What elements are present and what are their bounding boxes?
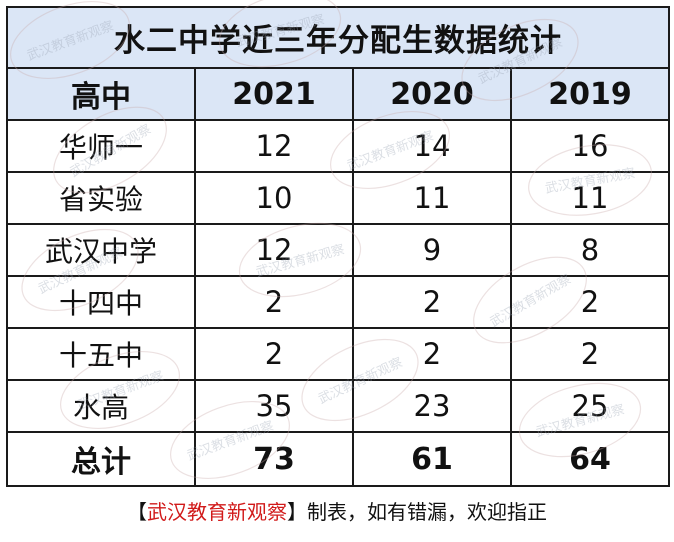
total-row: 总计 73 61 64 (6, 431, 670, 487)
stats-table: 水二中学近三年分配生数据统计 高中 2021 2020 2019 华师一 12 14… (6, 6, 670, 487)
value-cell: 12 (194, 119, 354, 173)
value-cell: 25 (510, 379, 670, 433)
table-row: 水高 35 23 25 (6, 379, 670, 433)
value-cell: 2 (352, 275, 512, 329)
school-name-cell: 武汉中学 (6, 223, 196, 277)
value-cell: 11 (510, 171, 670, 225)
title-row: 水二中学近三年分配生数据统计 (6, 6, 670, 69)
value-cell: 8 (510, 223, 670, 277)
value-cell: 10 (194, 171, 354, 225)
table-row: 十五中 2 2 2 (6, 327, 670, 381)
school-name-cell: 省实验 (6, 171, 196, 225)
table-title: 水二中学近三年分配生数据统计 (6, 6, 670, 69)
value-cell: 2 (510, 327, 670, 381)
total-value-cell: 61 (352, 431, 512, 487)
school-name-cell: 十五中 (6, 327, 196, 381)
footer-note-text: 制表，如有错漏，欢迎指正 (307, 500, 547, 524)
total-value-cell: 64 (510, 431, 670, 487)
total-value-cell: 73 (194, 431, 354, 487)
value-cell: 14 (352, 119, 512, 173)
header-row: 高中 2021 2020 2019 (6, 67, 670, 121)
table-body: 水二中学近三年分配生数据统计 高中 2021 2020 2019 华师一 12 14… (6, 6, 670, 487)
value-cell: 23 (352, 379, 512, 433)
value-cell: 11 (352, 171, 512, 225)
footer-note: 【武汉教育新观察】制表，如有错漏，欢迎指正 (0, 487, 674, 537)
value-cell: 2 (352, 327, 512, 381)
table-row: 华师一 12 14 16 (6, 119, 670, 173)
header-year-2021: 2021 (194, 67, 354, 121)
value-cell: 35 (194, 379, 354, 433)
table-row: 省实验 10 11 11 (6, 171, 670, 225)
value-cell: 2 (510, 275, 670, 329)
header-year-2020: 2020 (352, 67, 512, 121)
value-cell: 2 (194, 327, 354, 381)
value-cell: 9 (352, 223, 512, 277)
total-label: 总计 (6, 431, 196, 487)
school-name-cell: 十四中 (6, 275, 196, 329)
footer-open-bracket: 【 (127, 500, 147, 524)
footer-source-name: 武汉教育新观察 (147, 500, 287, 524)
school-name-cell: 华师一 (6, 119, 196, 173)
table-row: 武汉中学 12 9 8 (6, 223, 670, 277)
value-cell: 12 (194, 223, 354, 277)
value-cell: 16 (510, 119, 670, 173)
school-name-cell: 水高 (6, 379, 196, 433)
header-school: 高中 (6, 67, 196, 121)
footer-close-bracket: 】 (287, 500, 307, 524)
value-cell: 2 (194, 275, 354, 329)
table-row: 十四中 2 2 2 (6, 275, 670, 329)
header-year-2019: 2019 (510, 67, 670, 121)
